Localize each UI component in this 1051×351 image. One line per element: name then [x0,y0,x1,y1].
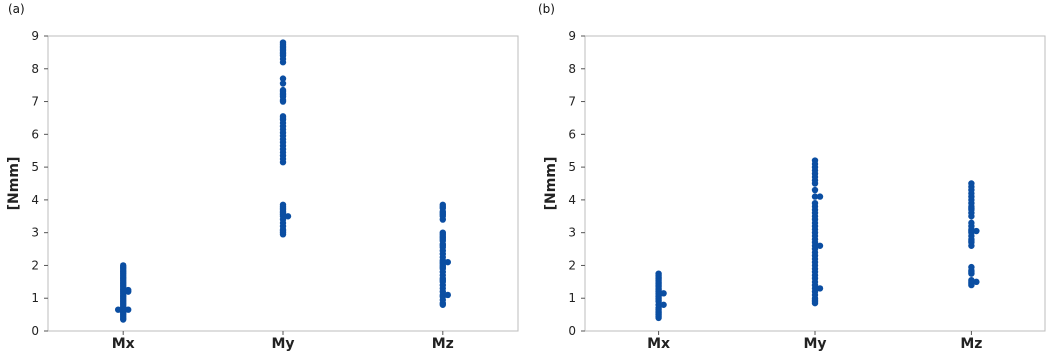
y-axis-label: [Nmm] [6,157,22,211]
data-point-my [816,285,824,292]
data-point-mz [968,219,975,227]
x-category-label-mx: Mx [647,336,670,351]
data-point-mx [125,286,132,294]
data-point-mx [125,306,132,313]
y-tick-label: 5 [568,160,576,174]
data-point-mx [660,301,667,308]
y-tick-label: 0 [31,324,39,338]
y-tick-label: 8 [568,62,576,76]
y-tick-label: 9 [568,29,576,43]
y-tick-label: 6 [31,127,39,141]
data-point-my [279,113,287,120]
data-point-my [279,39,287,46]
chart-panel-b: 0 1 2 3 4 5 6 7 8 9 [Nmm] Mx My Mz [543,29,1046,351]
data-point-mz [439,229,446,236]
y-tick-label: 6 [568,127,576,141]
y-tick-label: 2 [568,258,576,272]
data-point-my [811,186,819,194]
data-point-my [279,201,287,209]
x-category-label-my: My [803,336,826,351]
data-point-my [811,157,819,164]
data-point-mx [655,270,662,277]
data-point-mz [973,278,980,286]
y-tick-label: 7 [568,95,576,109]
y-tick-label: 1 [568,291,576,305]
y-tick-label: 1 [31,291,39,305]
y-tick-label: 9 [31,29,39,43]
y-tick-label: 0 [568,324,576,338]
data-point-my [279,80,287,87]
data-point-mx [115,306,122,313]
y-tick-label: 3 [31,226,39,240]
data-point-my [811,199,819,207]
data-point-mz [968,180,975,187]
x-category-label-mx: Mx [112,336,135,351]
data-point-my [284,213,292,220]
data-point-my [811,193,819,200]
data-point-my [279,75,287,82]
data-point-mz [439,201,446,209]
data-point-my [816,193,824,200]
y-tick-label: 2 [31,258,39,272]
x-category-label-my: My [271,336,294,351]
y-tick-label: 8 [31,62,39,76]
panel-label-a: (a) [8,2,25,16]
y-axis-label: [Nmm] [543,157,559,211]
y-tick-label: 4 [568,193,576,207]
data-point-mz [444,258,451,266]
y-tick-label: 5 [31,160,39,174]
y-tick-label: 3 [568,226,576,240]
data-point-mx [660,290,667,297]
data-point-mz [968,276,975,284]
data-point-my [816,242,824,249]
data-point-mx [120,262,127,269]
data-point-mz [973,227,980,235]
x-category-label-mz: Mz [960,336,982,351]
data-point-my [279,86,287,94]
x-category-label-mz: Mz [432,336,454,351]
y-tick-label: 4 [31,193,39,207]
data-point-mz [968,263,975,271]
panel-label-b: (b) [538,2,555,16]
data-point-mz [444,291,451,299]
y-tick-label: 7 [31,95,39,109]
chart-panel-a: 0 1 2 3 4 5 6 7 8 9 [Nmm] Mx My Mz [6,29,519,351]
